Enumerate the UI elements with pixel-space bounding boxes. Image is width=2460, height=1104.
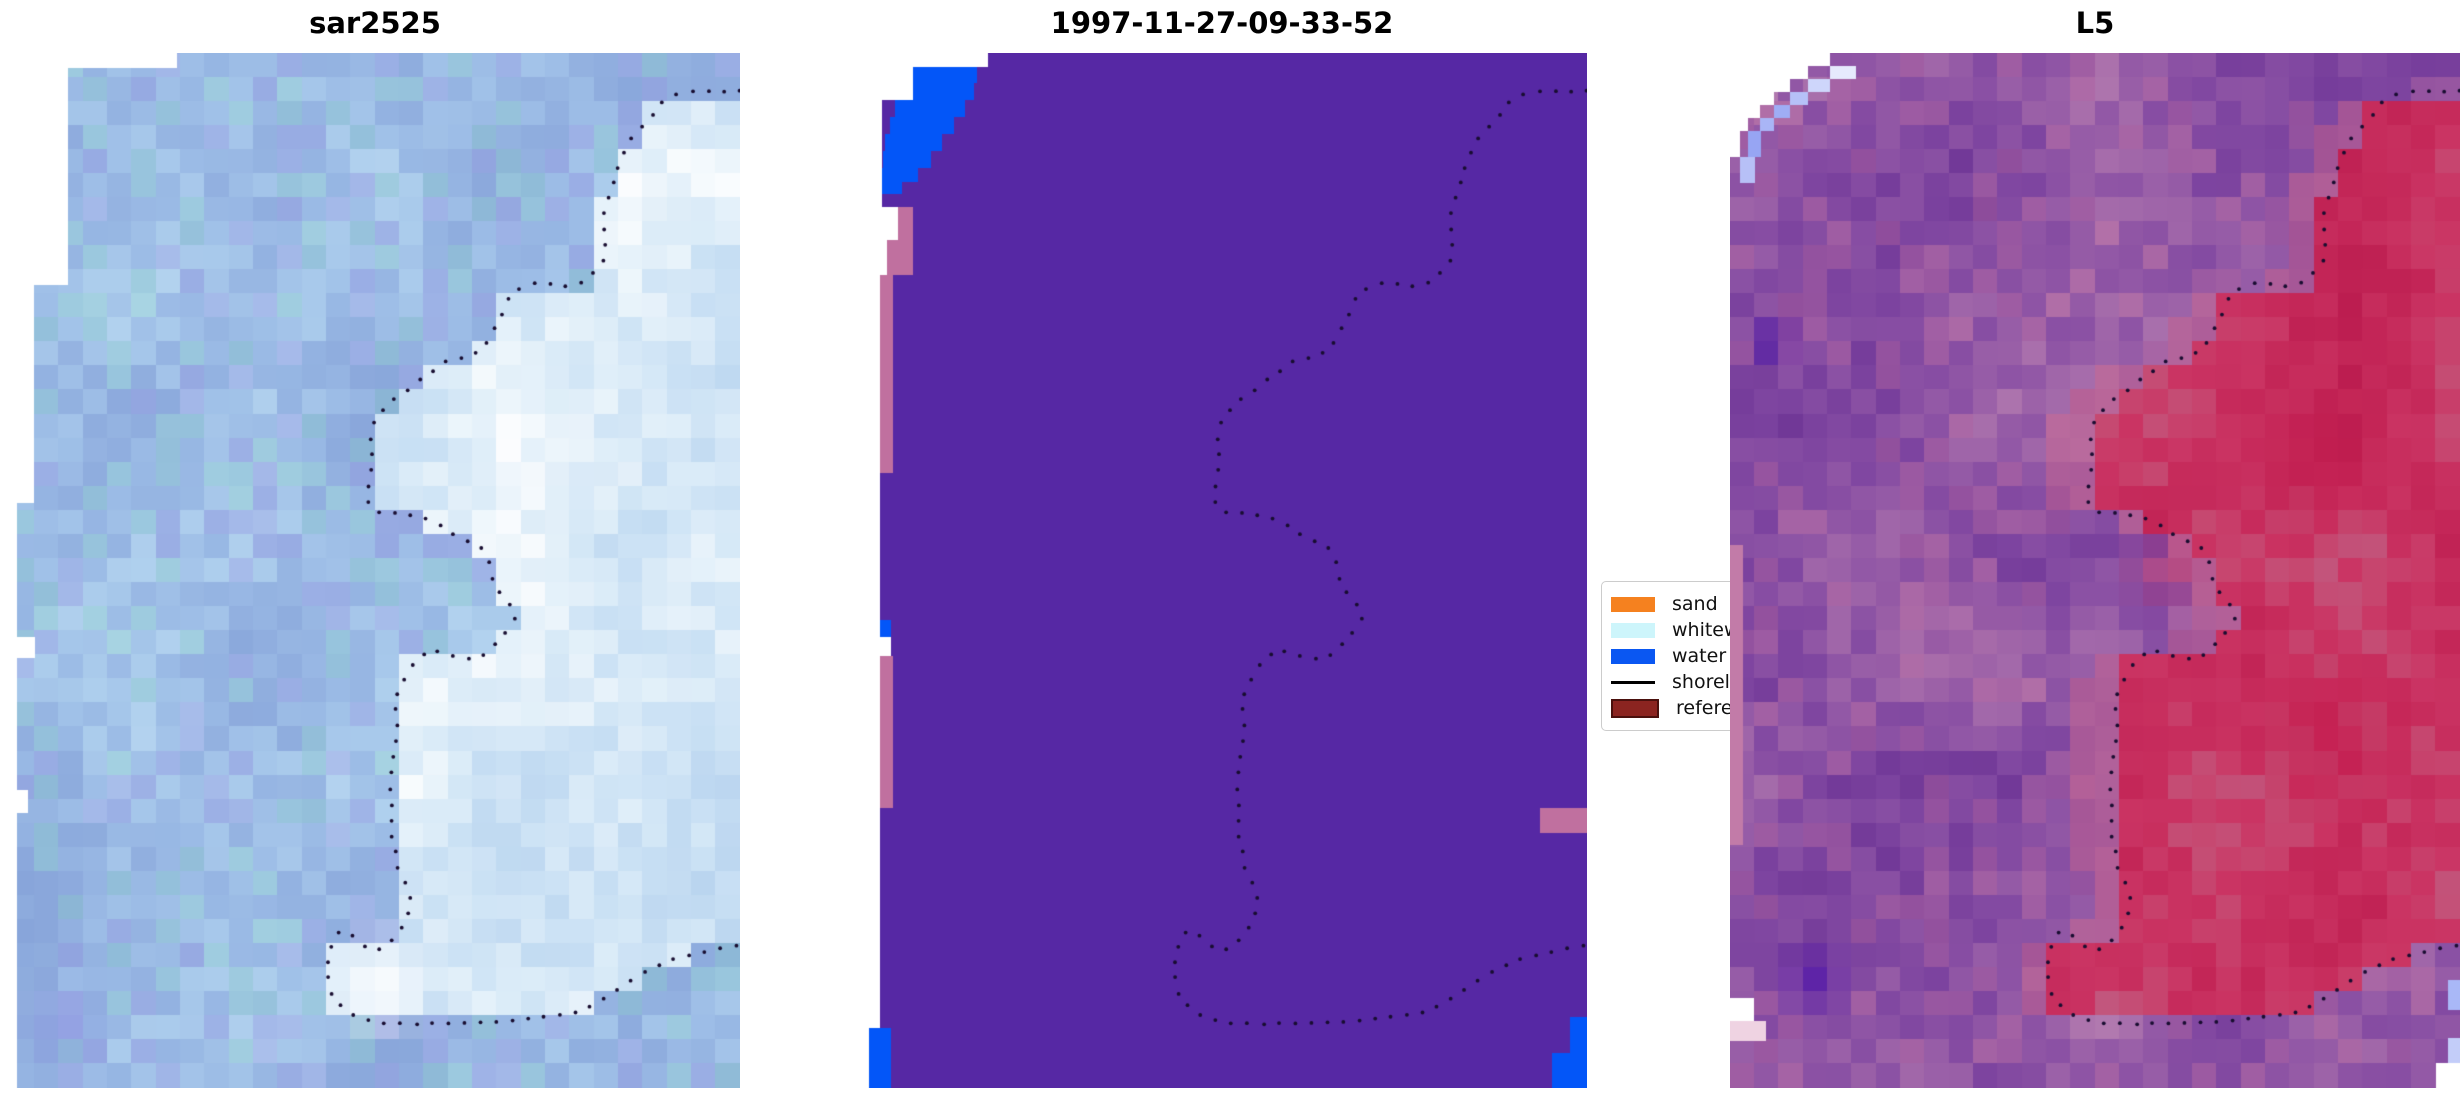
legend-item-water: water xyxy=(1611,643,1790,669)
sand-swatch-icon xyxy=(1611,596,1655,612)
shoreline-swatch-icon xyxy=(1611,680,1655,684)
whitewater-swatch-icon xyxy=(1611,622,1655,638)
panel-l5-image xyxy=(1730,53,2460,1088)
panel-sar2525: sar2525 xyxy=(10,0,740,1104)
reference-swatch-icon xyxy=(1611,698,1659,718)
panel-sar2525-image xyxy=(10,53,740,1088)
panel-classification-title: 1997-11-27-09-33-52 xyxy=(1050,6,1394,40)
legend-item-sand: sand xyxy=(1611,591,1790,617)
panel-sar2525-title: sar2525 xyxy=(309,6,441,40)
panel-l5-title: L5 xyxy=(2075,6,2115,40)
legend-label: sand xyxy=(1672,593,1718,615)
panel-l5: L5 xyxy=(1730,0,2460,1104)
legend-label: water xyxy=(1672,645,1727,667)
water-swatch-icon xyxy=(1611,648,1655,664)
panel-classification: 1997-11-27-09-33-52 xyxy=(857,0,1587,1104)
panel-classification-image xyxy=(857,53,1587,1088)
